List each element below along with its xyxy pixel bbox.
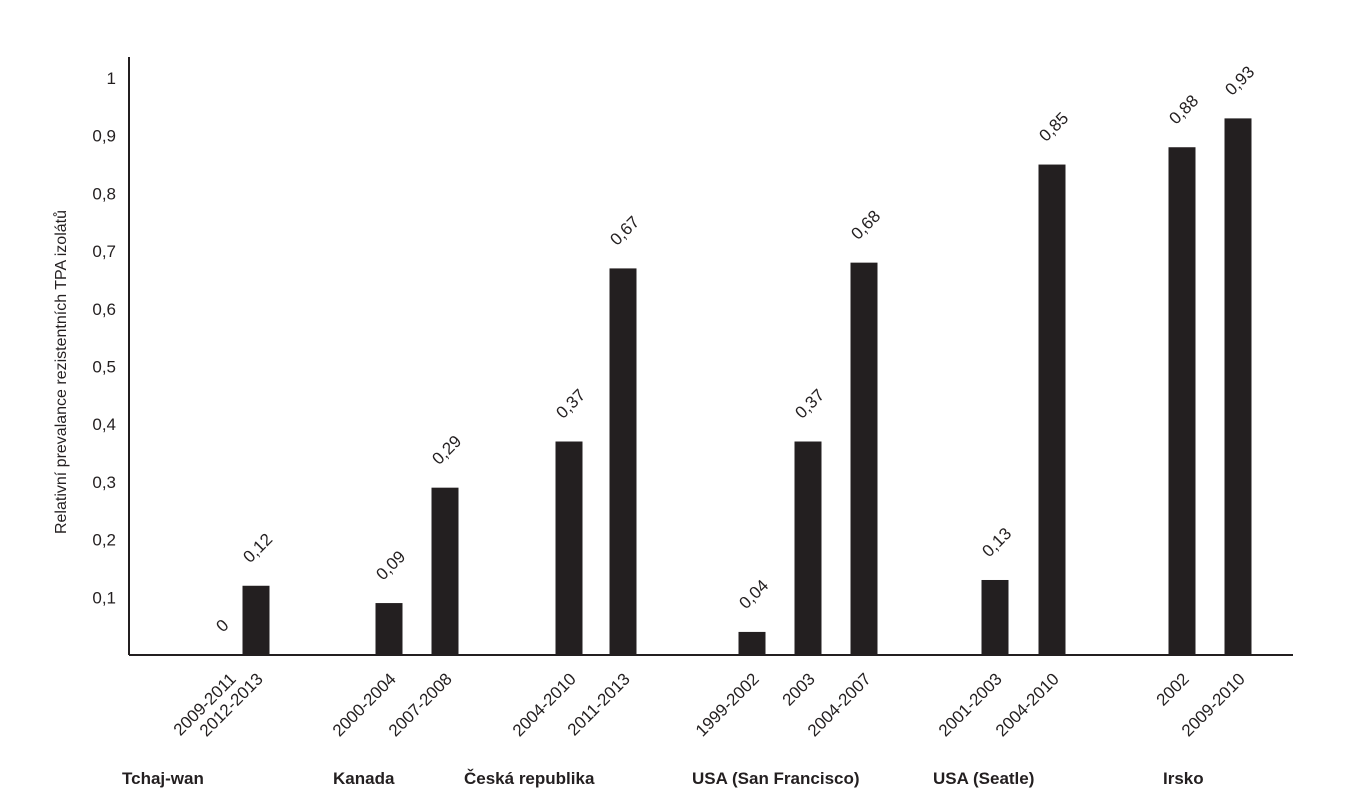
bar xyxy=(375,603,403,655)
data-label: 0,68 xyxy=(847,207,884,244)
bar xyxy=(981,579,1009,655)
data-label: 0,04 xyxy=(735,576,772,613)
y-tick-label: 0,5 xyxy=(92,358,116,377)
x-tick-label: 2002 xyxy=(1153,669,1193,709)
x-tick-label: 2003 xyxy=(779,669,819,709)
group-label: USA (Seatle) xyxy=(933,769,1034,788)
bar xyxy=(242,585,270,655)
y-tick-label: 0,7 xyxy=(92,242,116,261)
group-label: Česká republika xyxy=(464,769,595,788)
bar xyxy=(609,268,637,655)
y-tick-label: 0,8 xyxy=(92,184,116,203)
data-label: 0 xyxy=(212,616,232,636)
y-tick-label: 0,9 xyxy=(92,127,116,146)
data-label: 0,67 xyxy=(606,212,643,249)
bar xyxy=(1038,164,1066,656)
bar xyxy=(738,631,766,655)
data-label: 0,85 xyxy=(1035,109,1072,146)
data-labels: 0 0,12 0,09 0,29 0,37 0,67 0,04 0,37 0,68 0,13 0,8… xyxy=(212,62,1258,635)
bar xyxy=(1168,147,1196,656)
data-label: 0,37 xyxy=(552,386,589,423)
y-tick-label: 0,6 xyxy=(92,300,116,319)
bars xyxy=(242,118,1252,656)
bar xyxy=(1224,118,1252,655)
x-axis-labels: 2009-20112012-2013Tchaj-wan2000-20042007… xyxy=(122,669,1249,788)
y-tick-label: 1 xyxy=(107,69,116,88)
bar xyxy=(431,487,459,655)
bar xyxy=(794,441,822,655)
y-tick-label: 0,2 xyxy=(92,531,116,550)
group-label: Tchaj-wan xyxy=(122,769,204,788)
data-label: 0,88 xyxy=(1165,91,1202,128)
data-label: 0,37 xyxy=(791,386,828,423)
y-axis-ticks: 0,1 0,2 0,3 0,4 0,5 0,6 0,7 0,8 0,9 1 xyxy=(92,69,116,607)
group-label: USA (San Francisco) xyxy=(692,769,860,788)
y-tick-label: 0,3 xyxy=(92,473,116,492)
bar xyxy=(555,441,583,655)
data-label: 0,29 xyxy=(428,432,465,469)
x-tick-label: 1999-2002 xyxy=(692,669,763,740)
y-tick-label: 0,4 xyxy=(92,415,116,434)
y-tick-label: 0,1 xyxy=(92,588,116,607)
group-label: Irsko xyxy=(1163,769,1204,788)
data-label: 0,12 xyxy=(239,530,276,567)
data-label: 0,09 xyxy=(372,547,409,584)
axes xyxy=(128,57,1293,656)
data-label: 0,93 xyxy=(1221,62,1258,99)
y-axis-title: Relativní prevalance rezistentních TPA i… xyxy=(52,210,70,534)
data-label: 0,13 xyxy=(978,524,1015,561)
group-label: Kanada xyxy=(333,769,395,788)
bar xyxy=(850,262,878,655)
